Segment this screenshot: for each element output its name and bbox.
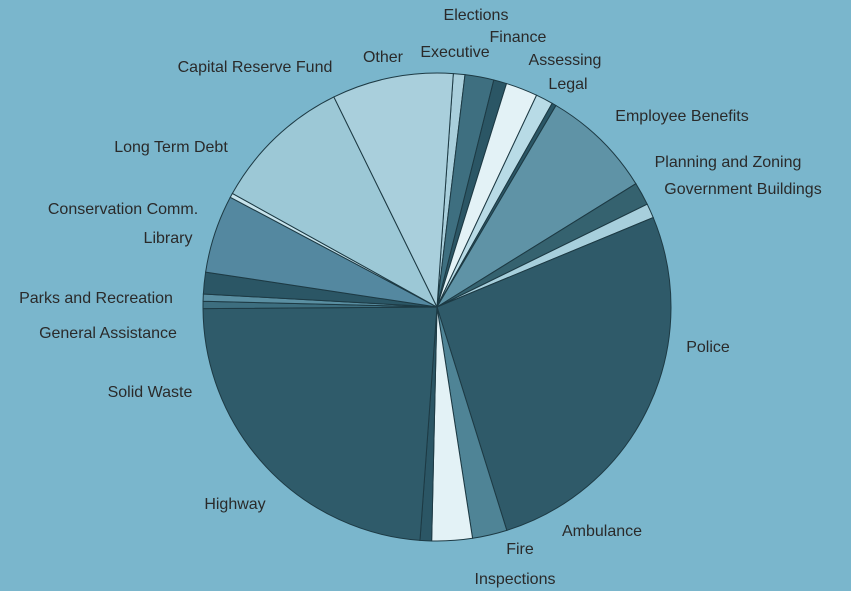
slice-police [436,216,672,531]
label-legal: Legal [548,76,587,93]
label-long-term-debt: Long Term Debt [114,139,228,156]
label-police: Police [686,339,730,356]
label-other: Other [363,49,404,66]
pie-labels: Elections Finance Executive Other Assess… [19,7,822,588]
slice-employee-benefits [436,104,637,308]
pie-slices [202,72,672,542]
label-executive: Executive [420,44,489,61]
label-inspections: Inspections [475,571,556,588]
label-employee-benefits: Employee Benefits [615,108,748,125]
slice-capital-reserve-fund [333,72,454,309]
label-library: Library [144,230,193,247]
label-assessing: Assessing [529,52,602,69]
label-ambulance: Ambulance [562,523,642,540]
label-highway: Highway [204,496,265,513]
label-general-assistance: General Assistance [39,325,177,342]
label-capital-reserve-fund: Capital Reserve Fund [178,59,333,76]
label-solid-waste: Solid Waste [108,384,193,401]
label-fire: Fire [506,541,534,558]
label-conservation-comm: Conservation Comm. [48,201,198,218]
label-parks-and-recreation: Parks and Recreation [19,290,173,307]
label-planning-and-zoning: Planning and Zoning [655,154,802,171]
label-finance: Finance [490,29,547,46]
slice-highway [202,306,438,541]
slice-long-term-debt [231,96,439,309]
label-elections: Elections [444,7,509,24]
label-government-buildings: Government Buildings [664,181,821,198]
